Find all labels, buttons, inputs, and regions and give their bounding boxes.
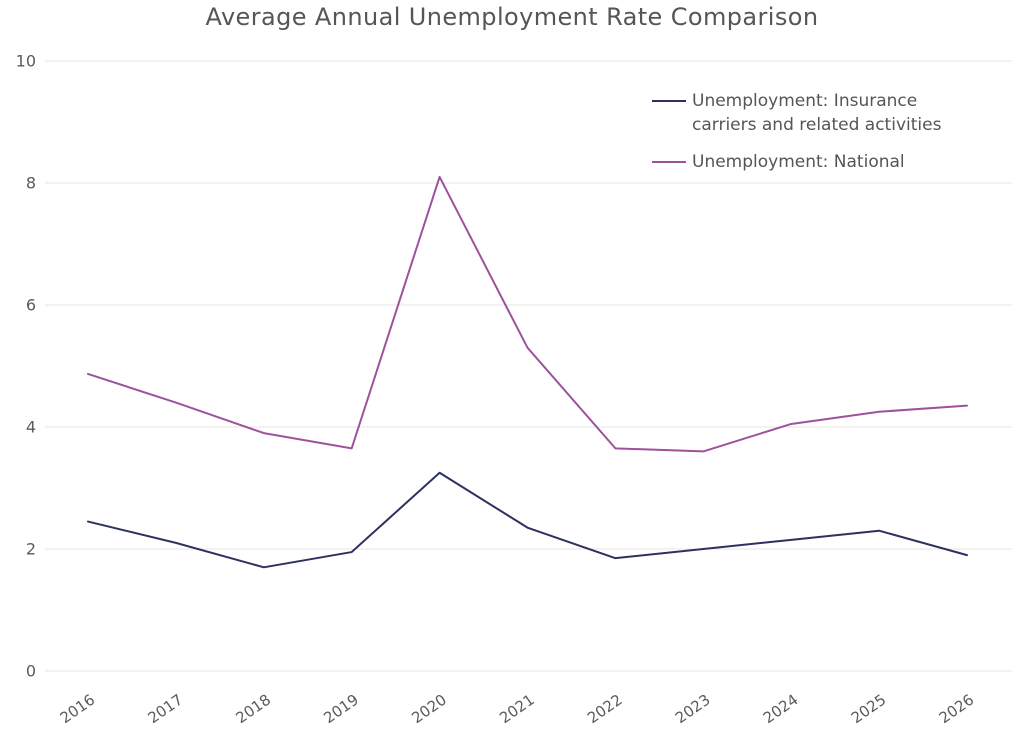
y-tick-label-0: 0 <box>26 662 36 681</box>
y-tick-label-4: 4 <box>26 418 36 437</box>
x-tick-label-2016: 2016 <box>57 691 99 728</box>
x-tick-label-2020: 2020 <box>408 691 450 728</box>
x-tick-label-2024: 2024 <box>760 691 802 728</box>
x-tick-label-2025: 2025 <box>848 691 890 728</box>
chart-title: Average Annual Unemployment Rate Compari… <box>205 3 819 31</box>
legend-label-insurance: Unemployment: Insurance carriers and rel… <box>692 91 942 135</box>
legend-line-swatch-insurance <box>652 100 686 102</box>
legend-entry-insurance: Unemployment: Insurance carriers and rel… <box>652 89 952 137</box>
x-tick-label-2017: 2017 <box>145 691 187 728</box>
y-tick-label-2: 2 <box>26 540 36 559</box>
y-tick-label-8: 8 <box>26 174 36 193</box>
legend-line-swatch-national <box>652 161 686 163</box>
legend-entry-national: Unemployment: National <box>652 150 952 174</box>
series-line-1 <box>87 175 968 453</box>
x-tick-label-2018: 2018 <box>232 691 274 728</box>
y-tick-label-6: 6 <box>26 296 36 315</box>
x-tick-label-2021: 2021 <box>496 691 538 728</box>
x-tick-label-2022: 2022 <box>584 691 626 728</box>
x-tick-label-2026: 2026 <box>936 691 978 728</box>
series-line-0 <box>87 471 968 569</box>
x-tick-label-2019: 2019 <box>320 691 362 728</box>
x-tick-label-2023: 2023 <box>672 691 714 728</box>
y-tick-label-10: 10 <box>16 52 36 71</box>
legend: Unemployment: Insurance carriers and rel… <box>652 89 952 187</box>
legend-label-national: Unemployment: National <box>692 152 905 172</box>
